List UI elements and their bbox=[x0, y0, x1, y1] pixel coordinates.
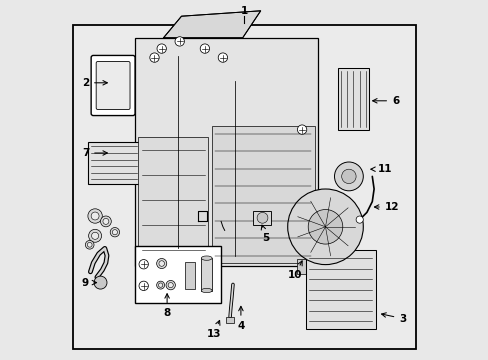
Circle shape bbox=[341, 169, 355, 184]
Bar bbox=[211, 126, 314, 263]
Text: 9: 9 bbox=[81, 278, 96, 288]
Circle shape bbox=[287, 189, 363, 265]
Circle shape bbox=[157, 44, 166, 53]
Circle shape bbox=[139, 281, 148, 291]
Circle shape bbox=[88, 209, 102, 223]
Circle shape bbox=[257, 212, 267, 223]
Circle shape bbox=[307, 210, 342, 244]
Text: 3: 3 bbox=[381, 313, 406, 324]
Circle shape bbox=[94, 276, 107, 289]
Bar bbox=[134, 246, 221, 303]
Text: 5: 5 bbox=[261, 225, 269, 243]
Bar bbox=[185, 262, 195, 289]
Text: 8: 8 bbox=[163, 294, 170, 318]
Bar bbox=[225, 317, 234, 323]
Bar bbox=[253, 211, 271, 225]
Ellipse shape bbox=[201, 288, 212, 293]
Polygon shape bbox=[163, 11, 260, 38]
Bar bbox=[201, 258, 212, 291]
Circle shape bbox=[102, 219, 109, 224]
Circle shape bbox=[87, 242, 92, 247]
Text: 6: 6 bbox=[372, 96, 399, 106]
Circle shape bbox=[334, 162, 363, 191]
Circle shape bbox=[88, 229, 102, 242]
Circle shape bbox=[110, 228, 120, 237]
Circle shape bbox=[168, 283, 173, 288]
Text: 10: 10 bbox=[287, 261, 302, 280]
Circle shape bbox=[91, 232, 99, 239]
Text: 4: 4 bbox=[237, 306, 244, 331]
Circle shape bbox=[297, 125, 306, 134]
Circle shape bbox=[156, 281, 164, 289]
FancyBboxPatch shape bbox=[91, 55, 135, 116]
FancyBboxPatch shape bbox=[96, 62, 130, 109]
Circle shape bbox=[175, 37, 184, 46]
Circle shape bbox=[156, 258, 166, 269]
Circle shape bbox=[159, 261, 164, 266]
Circle shape bbox=[112, 230, 117, 235]
Bar bbox=[134, 38, 318, 266]
Bar bbox=[296, 259, 310, 274]
Bar bbox=[142, 259, 156, 274]
Bar bbox=[305, 250, 375, 329]
Circle shape bbox=[355, 216, 363, 223]
Circle shape bbox=[91, 212, 99, 220]
Bar bbox=[337, 68, 368, 130]
Circle shape bbox=[158, 283, 163, 287]
Text: 1: 1 bbox=[241, 6, 247, 16]
Text: 2: 2 bbox=[81, 78, 107, 88]
Text: 12: 12 bbox=[374, 202, 399, 212]
Text: 7: 7 bbox=[81, 148, 107, 158]
Circle shape bbox=[218, 53, 227, 62]
Circle shape bbox=[85, 240, 94, 249]
Text: 11: 11 bbox=[370, 164, 391, 174]
Bar bbox=[88, 142, 140, 184]
Circle shape bbox=[139, 260, 148, 269]
Text: 13: 13 bbox=[206, 320, 221, 339]
Circle shape bbox=[166, 280, 175, 290]
Bar bbox=[138, 137, 207, 263]
Circle shape bbox=[200, 44, 209, 53]
Ellipse shape bbox=[201, 256, 212, 260]
Circle shape bbox=[101, 216, 111, 227]
Circle shape bbox=[149, 53, 159, 62]
